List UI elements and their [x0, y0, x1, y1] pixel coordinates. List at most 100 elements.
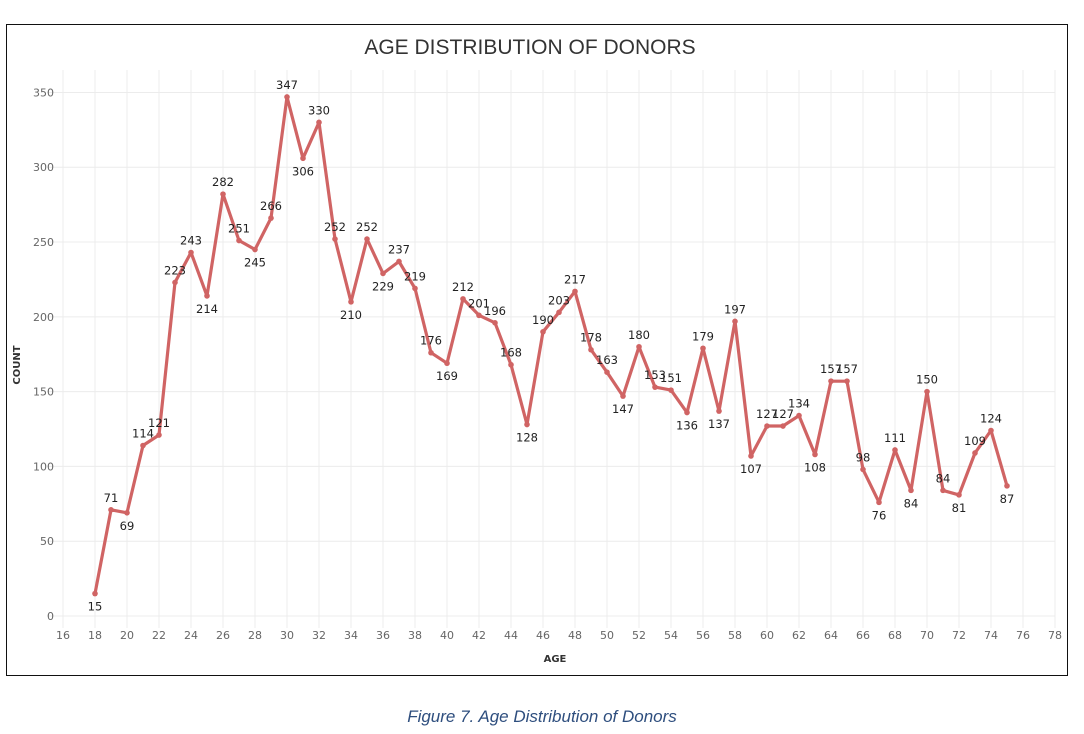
data-point	[844, 378, 850, 384]
data-labels: 1571691141212232432142822512452663473063…	[88, 78, 1015, 614]
x-tick-label: 24	[184, 629, 198, 642]
data-point	[92, 590, 98, 597]
data-point	[396, 258, 402, 265]
data-label: 127	[756, 407, 778, 421]
data-label: 98	[856, 450, 871, 464]
data-label: 136	[676, 419, 698, 433]
data-label: 163	[596, 353, 618, 367]
data-label: 251	[228, 222, 250, 236]
data-point	[604, 369, 610, 375]
x-tick-label: 66	[856, 629, 870, 642]
data-point	[412, 285, 418, 292]
data-label: 217	[564, 272, 586, 286]
data-point	[748, 453, 754, 459]
x-tick-label: 72	[952, 629, 966, 642]
x-tick-label: 44	[504, 629, 518, 642]
data-point	[252, 246, 258, 253]
data-point	[924, 388, 930, 395]
x-tick-label: 54	[664, 629, 678, 642]
data-point	[300, 155, 306, 162]
data-point	[268, 215, 274, 221]
data-label: 81	[952, 501, 967, 515]
data-label: 109	[964, 434, 986, 448]
data-point	[908, 487, 914, 494]
data-label: 266	[260, 199, 282, 213]
x-tick-label: 64	[824, 629, 838, 642]
data-point	[108, 507, 114, 513]
x-tick-label: 32	[312, 629, 326, 642]
data-label: 179	[692, 329, 714, 343]
data-label: 282	[212, 175, 234, 189]
data-label: 252	[324, 220, 346, 234]
data-label: 153	[644, 368, 666, 382]
x-tick-label: 62	[792, 629, 806, 642]
data-label: 124	[980, 412, 1002, 426]
x-tick-label: 60	[760, 629, 774, 642]
data-point	[508, 361, 514, 368]
data-label: 168	[500, 346, 522, 360]
data-label: 71	[104, 491, 119, 505]
x-tick-label: 18	[88, 629, 102, 642]
y-tick-label: 50	[40, 535, 54, 548]
data-point	[492, 320, 498, 326]
data-label: 306	[292, 164, 314, 178]
data-label: 252	[356, 220, 378, 234]
data-label: 15	[88, 600, 103, 614]
data-point	[556, 309, 562, 316]
data-point	[892, 447, 898, 453]
figure-caption: Figure 7. Age Distribution of Donors	[407, 707, 677, 726]
data-point	[1004, 483, 1010, 489]
data-point	[316, 119, 322, 126]
data-point	[540, 328, 546, 335]
x-tick-label: 52	[632, 629, 646, 642]
data-point	[700, 345, 706, 352]
data-point	[828, 378, 834, 384]
x-tick-label: 78	[1048, 629, 1062, 642]
data-label: 127	[772, 407, 794, 421]
data-label: 176	[420, 334, 442, 348]
data-point	[716, 408, 722, 414]
data-label: 151	[660, 371, 682, 385]
data-label: 157	[836, 362, 858, 376]
y-tick-label: 100	[33, 460, 54, 473]
data-label: 201	[468, 296, 490, 310]
x-tick-label: 70	[920, 629, 934, 642]
data-label: 197	[724, 302, 746, 316]
data-point	[364, 236, 370, 242]
data-label: 219	[404, 269, 426, 283]
chart-frame: AGE DISTRIBUTION OF DONORS 0 50 100 150 200 2…	[6, 24, 1068, 676]
x-tick-label: 28	[248, 629, 262, 642]
data-point	[460, 296, 466, 302]
data-point	[860, 466, 866, 473]
data-point	[940, 487, 946, 494]
data-point	[636, 343, 642, 350]
y-tick-label: 350	[33, 86, 54, 99]
data-label: 157	[820, 362, 842, 376]
data-label: 134	[788, 397, 810, 411]
data-point	[172, 279, 178, 286]
data-label: 150	[916, 373, 938, 387]
x-tick-label: 16	[56, 629, 70, 642]
data-point	[140, 442, 146, 449]
data-point	[620, 393, 626, 399]
data-point	[204, 293, 210, 299]
y-tick-label: 0	[47, 610, 54, 623]
data-label: 330	[308, 103, 330, 117]
x-tick-label: 20	[120, 629, 134, 642]
data-label: 214	[196, 302, 218, 316]
data-label: 245	[244, 256, 266, 270]
x-tick-label: 68	[888, 629, 902, 642]
data-point	[444, 360, 450, 367]
y-axis-title: COUNT	[12, 345, 23, 384]
data-point	[428, 349, 434, 356]
data-point	[668, 387, 674, 393]
data-label: 107	[740, 462, 762, 476]
x-tick-label: 56	[696, 629, 710, 642]
data-label: 203	[548, 293, 570, 307]
y-tick-label: 250	[33, 236, 54, 249]
data-label: 180	[628, 328, 650, 342]
data-label: 84	[904, 496, 919, 510]
x-tick-label: 42	[472, 629, 486, 642]
y-tick-label: 150	[33, 386, 54, 399]
data-label: 169	[436, 369, 458, 383]
